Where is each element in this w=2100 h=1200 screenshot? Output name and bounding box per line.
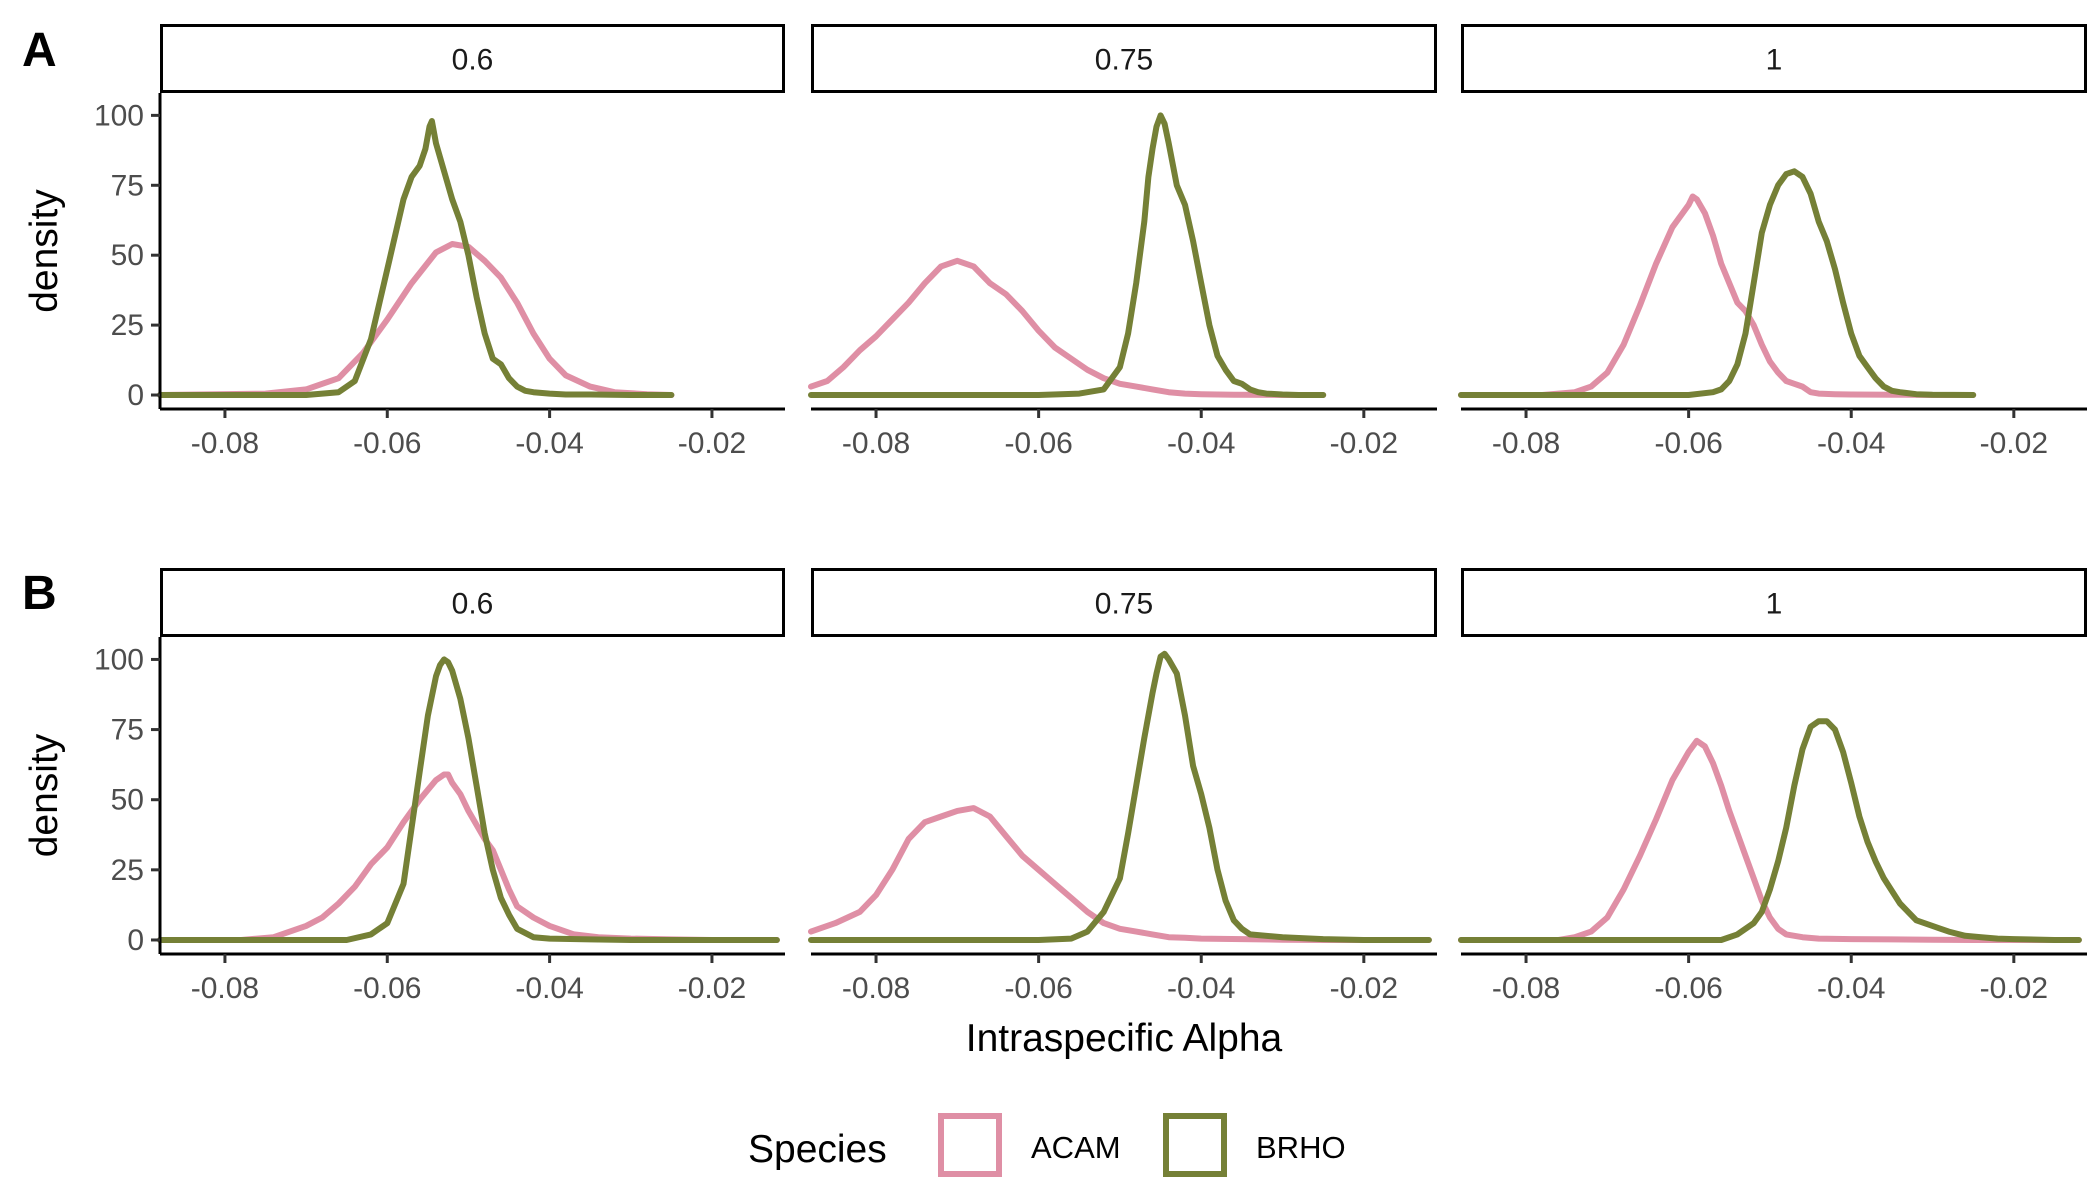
x-axis-title: Intraspecific Alpha [966, 1017, 1283, 1060]
density-line-brho [1461, 721, 2079, 940]
x-tick-label: -0.08 [1492, 427, 1560, 460]
x-tick-label: -0.08 [1492, 972, 1560, 1005]
y-tick-label: 25 [111, 309, 144, 342]
y-tick-label: 50 [111, 784, 144, 817]
x-tick-label: -0.02 [1330, 427, 1398, 460]
x-tick-label: -0.08 [842, 427, 910, 460]
x-tick-label: -0.06 [1004, 427, 1072, 460]
x-tick-label: -0.02 [678, 427, 746, 460]
density-line-brho [160, 121, 671, 395]
density-line-acam [160, 244, 671, 395]
x-tick-label: -0.06 [1654, 427, 1722, 460]
y-tick-label: 0 [127, 924, 144, 957]
x-tick-label: -0.08 [191, 972, 259, 1005]
facet-strip-label: 0.6 [452, 588, 494, 621]
density-line-acam [160, 775, 777, 941]
facet-strip-label: 0.75 [1095, 588, 1153, 621]
legend-label-acam: ACAM [1031, 1130, 1121, 1165]
y-tick-label: 75 [111, 169, 144, 202]
row-label-A: A [22, 24, 57, 77]
legend-key-brho [1166, 1116, 1224, 1174]
x-tick-label: -0.08 [842, 972, 910, 1005]
density-line-brho [160, 659, 777, 940]
density-line-acam [811, 261, 1323, 395]
density-line-acam [1461, 197, 1973, 396]
row-label-B: B [22, 567, 57, 620]
legend-key-acam [941, 1116, 999, 1174]
x-tick-label: -0.06 [353, 972, 421, 1005]
facet-strip-label: 1 [1766, 588, 1783, 621]
y-tick-label: 25 [111, 854, 144, 887]
y-axis-title: density [23, 189, 66, 313]
y-tick-label: 50 [111, 239, 144, 272]
x-tick-label: -0.06 [1004, 972, 1072, 1005]
x-tick-label: -0.02 [1980, 427, 2048, 460]
y-axis-title: density [23, 733, 66, 857]
y-tick-label: 75 [111, 714, 144, 747]
y-tick-label: 0 [127, 379, 144, 412]
y-tick-label: 100 [94, 99, 144, 132]
y-tick-label: 100 [94, 643, 144, 676]
x-tick-label: -0.04 [515, 427, 583, 460]
x-tick-label: -0.04 [515, 972, 583, 1005]
x-tick-label: -0.04 [1817, 427, 1885, 460]
density-line-brho [811, 654, 1429, 940]
x-tick-label: -0.02 [1330, 972, 1398, 1005]
x-tick-label: -0.08 [191, 427, 259, 460]
x-tick-label: -0.06 [353, 427, 421, 460]
x-tick-label: -0.02 [1980, 972, 2048, 1005]
x-tick-label: -0.04 [1817, 972, 1885, 1005]
density-line-brho [1461, 171, 1973, 395]
x-tick-label: -0.02 [678, 972, 746, 1005]
x-tick-label: -0.06 [1654, 972, 1722, 1005]
x-tick-label: -0.04 [1167, 972, 1235, 1005]
facet-strip-label: 1 [1766, 44, 1783, 77]
legend-label-brho: BRHO [1256, 1130, 1346, 1165]
legend-title: Species [748, 1128, 887, 1171]
facet-strip-label: 0.75 [1095, 44, 1153, 77]
x-tick-label: -0.04 [1167, 427, 1235, 460]
density-line-acam [1461, 741, 2079, 940]
facet-strip-label: 0.6 [452, 44, 494, 77]
